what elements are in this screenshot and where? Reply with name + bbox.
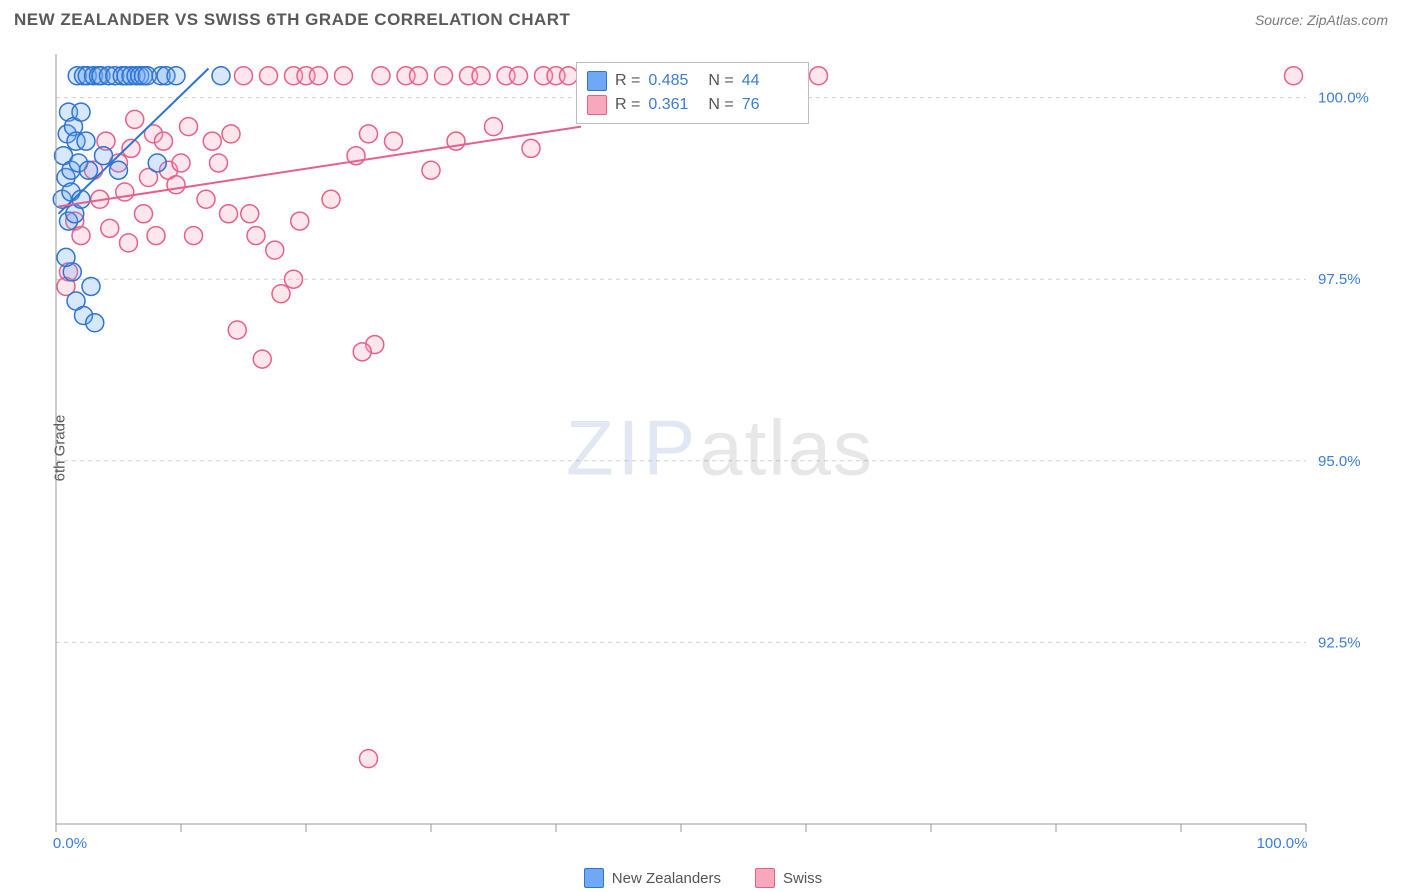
stat-n-swiss: 76 [742, 93, 794, 117]
chart-title: NEW ZEALANDER VS SWISS 6TH GRADE CORRELA… [14, 10, 570, 30]
svg-text:95.0%: 95.0% [1318, 453, 1361, 470]
scatter-svg: 92.5% 95.0% 97.5% 100.0% 0.0% 100.0% [50, 48, 1386, 848]
stat-row-swiss: R = 0.361 N = 76 [587, 93, 794, 117]
svg-text:97.5%: 97.5% [1318, 271, 1361, 288]
svg-text:0.0%: 0.0% [53, 835, 87, 848]
legend-label-swiss: Swiss [783, 870, 822, 887]
stat-r-nz: 0.485 [648, 69, 700, 93]
svg-text:100.0%: 100.0% [1257, 835, 1308, 848]
stat-swatch-nz [587, 71, 607, 91]
stat-row-nz: R = 0.485 N = 44 [587, 69, 794, 93]
svg-text:100.0%: 100.0% [1318, 90, 1369, 107]
stat-r-swiss: 0.361 [648, 93, 700, 117]
svg-text:92.5%: 92.5% [1318, 634, 1361, 651]
bottom-legend: New Zealanders Swiss [0, 868, 1406, 888]
correlation-stats-box: R = 0.485 N = 44 R = 0.361 N = 76 [576, 62, 809, 124]
plot-area: 6th Grade 92.5% 95.0% 97.5% 100.0% 0.0% 100.0… [50, 48, 1390, 848]
stat-swatch-swiss [587, 95, 607, 115]
stat-n-label: N = [708, 69, 733, 93]
y-axis-label: 6th Grade [52, 415, 69, 482]
stat-r-label: R = [615, 69, 640, 93]
chart-header: NEW ZEALANDER VS SWISS 6TH GRADE CORRELA… [0, 0, 1406, 40]
stat-n-label: N = [708, 93, 733, 117]
legend-label-nz: New Zealanders [612, 870, 721, 887]
stat-r-label: R = [615, 93, 640, 117]
legend-swatch-swiss [755, 868, 775, 888]
chart-source: Source: ZipAtlas.com [1255, 12, 1388, 28]
legend-item-nz: New Zealanders [584, 868, 721, 888]
legend-item-swiss: Swiss [755, 868, 822, 888]
legend-swatch-nz [584, 868, 604, 888]
stat-n-nz: 44 [742, 69, 794, 93]
